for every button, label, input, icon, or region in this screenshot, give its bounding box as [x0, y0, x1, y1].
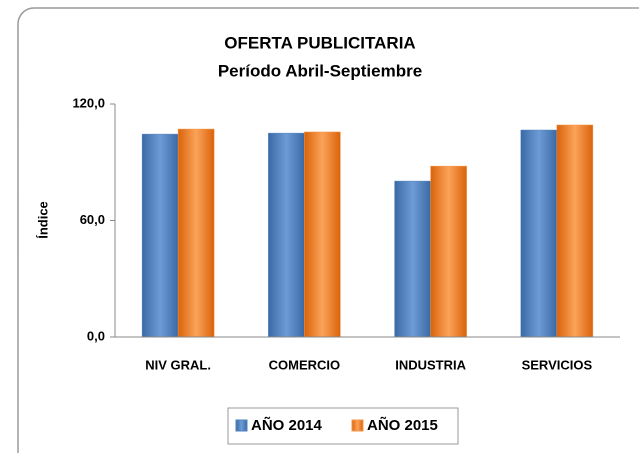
x-tick-label: NIV GRAL.: [145, 357, 211, 372]
legend-swatch: [235, 419, 248, 432]
legend-label: AÑO 2014: [251, 416, 323, 434]
legend-frame: [227, 407, 459, 445]
chart-subtitle: Período Abril-Septiembre: [218, 61, 422, 80]
bar: [177, 128, 215, 338]
y-tick-label: 120,0: [72, 95, 105, 110]
y-axis-label: Índice: [35, 201, 50, 239]
legend-swatch: [351, 419, 364, 432]
bar: [141, 133, 179, 338]
bar: [394, 180, 431, 338]
y-tick-label: 60,0: [80, 212, 105, 227]
bar: [304, 131, 341, 338]
chart-title: OFERTA PUBLICITARIA: [224, 33, 415, 52]
bar: [268, 132, 305, 338]
x-tick-label: SERVICIOS: [522, 357, 593, 372]
x-tick-label: COMERCIO: [269, 357, 341, 372]
y-tick-label: 0,0: [87, 328, 105, 343]
x-tick-label: INDUSTRIA: [395, 357, 466, 372]
bar: [430, 165, 467, 338]
bar: [556, 124, 594, 338]
bar: [520, 129, 558, 338]
legend-label: AÑO 2015: [367, 416, 438, 434]
